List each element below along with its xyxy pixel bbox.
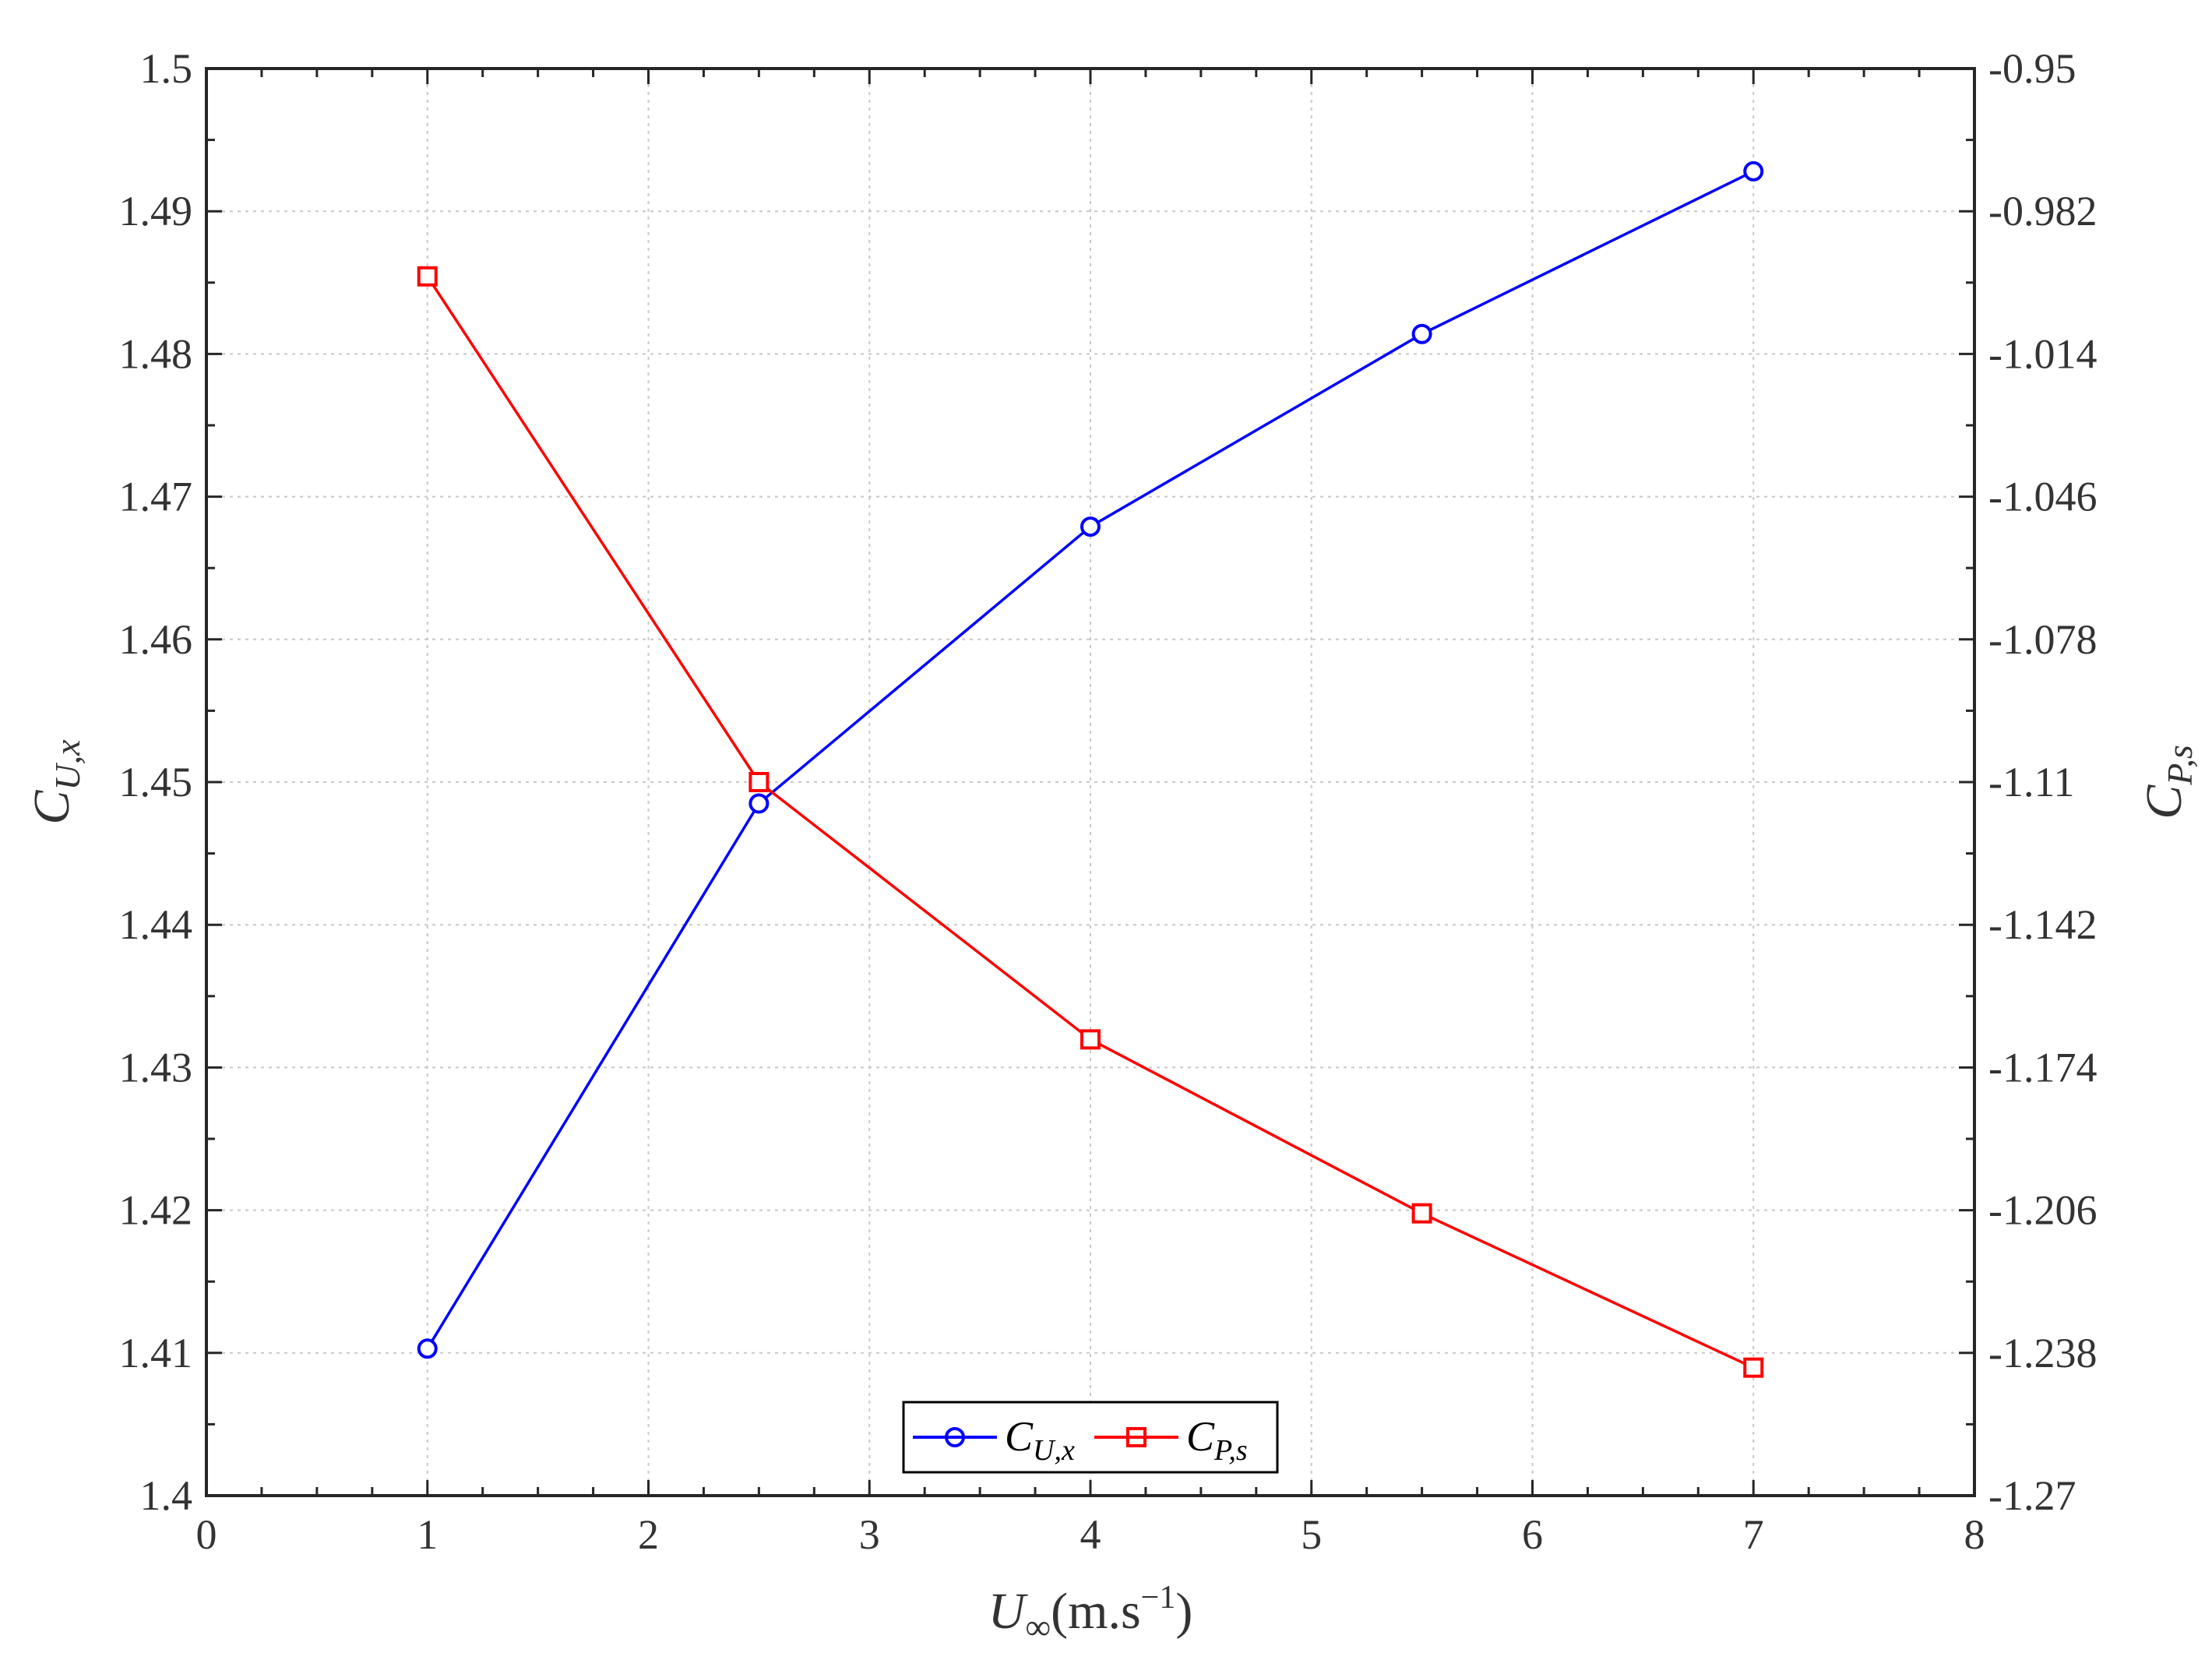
x-tick-label: 5 (1301, 1511, 1322, 1558)
legend-marker-cux (945, 1427, 965, 1447)
legend-label-cux-sub: U,x (1033, 1434, 1075, 1467)
y-left-tick-label: 1.44 (119, 901, 193, 948)
legend-label-cps: CP,s (1186, 1413, 1248, 1467)
y-right-tick-label: -1.014 (1988, 330, 2097, 377)
data-point-cux (748, 793, 770, 814)
data-point-cps (1411, 1203, 1432, 1224)
y-left-axis-title-base: C (23, 790, 80, 825)
y-left-tick-label: 1.49 (119, 188, 193, 234)
legend-label-cps-sub: P,s (1213, 1434, 1248, 1467)
x-tick-label: 6 (1522, 1511, 1543, 1558)
x-tick-label: 2 (638, 1511, 659, 1558)
legend-label-cps-base: C (1186, 1413, 1215, 1460)
data-point-cps (1080, 1029, 1101, 1050)
y-right-tick-label: -1.046 (1988, 474, 2097, 520)
y-left-tick-label: 1.45 (119, 759, 193, 805)
y-right-tick-label: -1.238 (1988, 1330, 2097, 1376)
y-right-axis-title-base: C (2136, 784, 2193, 819)
x-axis-title-sup: −1 (1141, 1580, 1176, 1616)
x-axis-title-base: U (988, 1583, 1029, 1640)
y-left-axis-title-sub: U,x (48, 739, 87, 791)
y-right-tick-labels: -1.27 -1.238 -1.206 -1.174 -1.142 -1.11 -1.078… (1988, 45, 2097, 1519)
x-axis-title: U∞(m.s−1) (988, 1580, 1193, 1647)
x-tick-label: 1 (417, 1511, 438, 1558)
x-tick-labels: 0 1 2 3 4 5 6 7 8 (196, 1511, 1985, 1558)
y-left-tick-label: 1.4 (140, 1472, 193, 1519)
x-axis-title-close: ) (1175, 1583, 1192, 1640)
y-right-tick-label: -1.27 (1988, 1472, 2076, 1519)
y-right-axis-title-sub: P,s (2160, 745, 2200, 786)
y-right-tick-label: -0.95 (1988, 45, 2076, 92)
y-right-tick-label: -1.078 (1988, 616, 2097, 663)
x-axis-title-sub: ∞ (1025, 1607, 1051, 1647)
legend-label-cux: CU,x (1005, 1413, 1075, 1467)
y-right-tick-label: -1.142 (1988, 901, 2097, 948)
x-tick-label: 0 (196, 1511, 217, 1558)
y-right-tick-label: -1.11 (1988, 759, 2074, 805)
x-axis-title-rest: (m.s (1051, 1583, 1141, 1640)
x-tick-label: 3 (859, 1511, 880, 1558)
legend-marker-cps (1126, 1427, 1147, 1447)
y-left-tick-label: 1.43 (119, 1044, 193, 1091)
y-left-tick-label: 1.42 (119, 1187, 193, 1234)
grid (206, 69, 1974, 1496)
y-left-tick-label: 1.5 (140, 45, 193, 92)
y-left-axis-title: CU,x (23, 739, 87, 825)
y-left-tick-label: 1.47 (119, 474, 193, 520)
y-right-tick-label: -1.206 (1988, 1187, 2097, 1234)
y-right-tick-label: -0.982 (1988, 188, 2097, 234)
x-tick-label: 8 (1964, 1511, 1985, 1558)
data-point-cps (748, 772, 770, 792)
y-right-axis-title: CP,s (2136, 745, 2200, 819)
data-point-cps (417, 266, 438, 287)
data-point-cps (1743, 1357, 1764, 1378)
data-point-cux (1411, 323, 1432, 344)
y-left-tick-label: 1.46 (119, 616, 193, 663)
y-left-tick-label: 1.41 (119, 1330, 193, 1376)
plot-frame (205, 67, 1976, 1497)
y-left-tick-labels: 1.4 1.41 1.42 1.43 1.44 1.45 1.46 1.47 1.48 1.49 1… (119, 45, 193, 1519)
y-left-tick-label: 1.48 (119, 330, 193, 377)
series-layer (417, 160, 1764, 1378)
legend-label-cux-base: C (1005, 1413, 1034, 1460)
data-point-cux (1080, 516, 1101, 537)
y-right-tick-label: -1.174 (1988, 1044, 2097, 1091)
x-tick-label: 4 (1080, 1511, 1101, 1558)
data-point-cux (1743, 160, 1764, 182)
legend: CU,x CP,s (902, 1401, 1279, 1474)
x-tick-label: 7 (1743, 1511, 1764, 1558)
data-point-cux (417, 1338, 438, 1359)
